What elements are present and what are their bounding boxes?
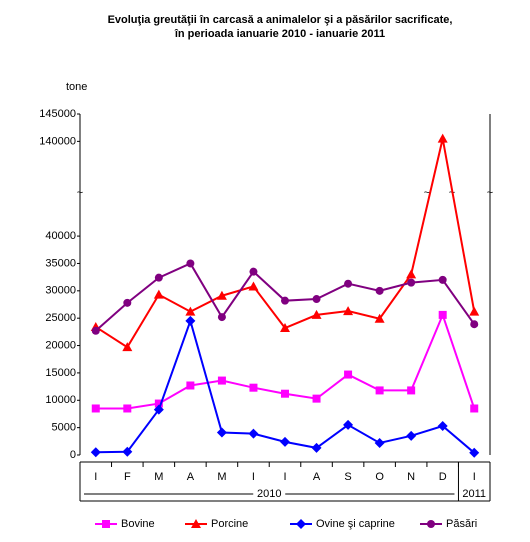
point <box>344 370 353 379</box>
point <box>427 520 435 528</box>
x-tick-label: M <box>154 471 163 483</box>
point <box>407 278 416 287</box>
y-tick-label: 35000 <box>45 257 76 269</box>
point <box>123 404 132 413</box>
x-tick-label: I <box>283 471 286 483</box>
point <box>344 279 353 288</box>
point <box>311 309 322 319</box>
x-tick-label: I <box>94 471 97 483</box>
legend-label: Ovine şi caprine <box>316 518 395 530</box>
point <box>374 313 385 323</box>
point <box>186 381 195 390</box>
point <box>312 394 321 403</box>
x-tick-label: I <box>473 471 476 483</box>
point <box>311 442 322 453</box>
chart-title: Evoluţia greutăţii în carcasă a animalel… <box>108 14 453 26</box>
point <box>122 446 133 457</box>
point <box>375 286 384 295</box>
point <box>296 519 306 529</box>
point <box>437 133 448 143</box>
x-tick-label: D <box>439 471 447 483</box>
point <box>216 290 227 300</box>
legend-label: Porcine <box>211 518 248 530</box>
series <box>90 315 480 458</box>
y-tick-label: 140000 <box>39 135 76 147</box>
point <box>438 275 447 284</box>
point <box>217 313 226 322</box>
y-tick-label: 40000 <box>45 230 76 242</box>
x-tick-label: N <box>407 471 415 483</box>
point <box>185 306 196 316</box>
y-tick-label: 0 <box>70 449 76 461</box>
point <box>312 295 321 304</box>
series-line <box>95 317 475 454</box>
series <box>91 310 479 413</box>
point <box>185 315 196 326</box>
point <box>122 342 133 352</box>
point <box>438 310 447 319</box>
point <box>186 259 195 268</box>
point <box>406 269 417 279</box>
x-tick-label: M <box>217 471 226 483</box>
point <box>91 404 100 413</box>
y-tick-label: 20000 <box>45 339 76 351</box>
x-tick-label: O <box>375 471 384 483</box>
point <box>154 273 163 282</box>
chart-title: în perioada ianuarie 2010 - ianuarie 201… <box>174 28 385 40</box>
point <box>217 376 226 385</box>
legend-label: Păsări <box>446 518 477 530</box>
point <box>469 447 480 458</box>
point <box>374 437 385 448</box>
y-tick-label: 15000 <box>45 367 76 379</box>
x-tick-label: A <box>313 471 321 483</box>
point <box>343 419 354 430</box>
point <box>343 306 354 316</box>
point <box>281 389 289 398</box>
point <box>153 404 164 415</box>
point <box>437 420 448 431</box>
point <box>191 519 201 528</box>
year-label: 2010 <box>257 488 281 500</box>
year-label: 2011 <box>462 488 486 500</box>
y-tick-label: 25000 <box>45 312 76 324</box>
series <box>91 259 479 335</box>
point <box>280 436 290 447</box>
point <box>375 386 384 395</box>
point <box>248 428 259 439</box>
point <box>90 447 101 458</box>
x-tick-label: F <box>124 471 131 483</box>
y-tick-label: 145000 <box>39 108 76 120</box>
series <box>90 133 480 352</box>
point <box>470 404 479 413</box>
point <box>469 306 480 316</box>
point <box>407 386 416 395</box>
x-tick-label: S <box>344 471 351 483</box>
break-mark: ~ <box>424 187 430 199</box>
y-axis-label: tone <box>66 81 87 93</box>
point <box>249 383 258 392</box>
series-line <box>95 138 476 349</box>
point <box>248 281 259 291</box>
point <box>216 427 227 438</box>
point <box>281 296 289 305</box>
x-tick-label: I <box>252 471 255 483</box>
legend-label: Bovine <box>121 518 155 530</box>
point <box>154 399 163 408</box>
point <box>406 430 417 441</box>
y-tick-label: 5000 <box>52 422 76 434</box>
x-tick-label: A <box>187 471 195 483</box>
y-tick-label: 30000 <box>45 285 76 297</box>
point <box>91 326 100 335</box>
point <box>153 289 164 299</box>
point <box>102 520 110 528</box>
point <box>470 320 479 329</box>
y-tick-label: 10000 <box>45 394 76 406</box>
point <box>249 267 258 276</box>
point <box>123 298 132 307</box>
point <box>280 323 290 333</box>
